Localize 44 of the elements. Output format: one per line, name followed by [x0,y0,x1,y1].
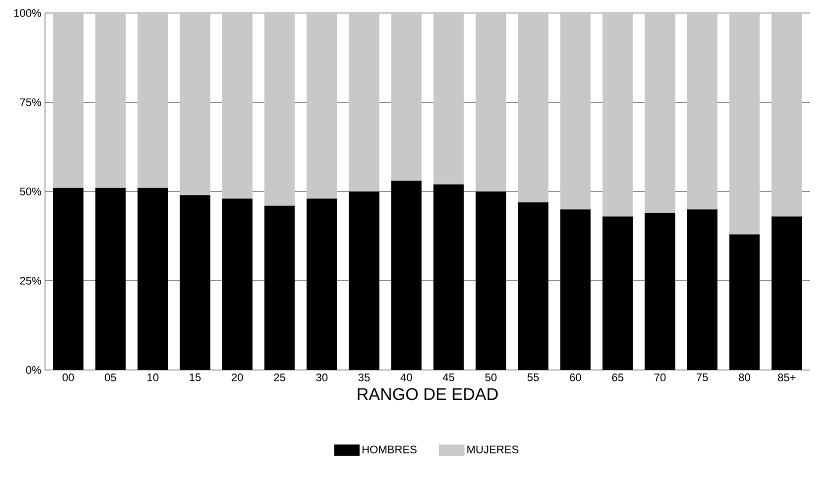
bar [306,12,338,199]
x-tick-label: 75 [696,374,708,382]
x-tick-label: 05 [104,374,116,382]
bar [476,12,506,192]
bar [348,12,380,192]
bar [391,12,422,181]
x-tick-label: 20 [232,374,243,382]
x-tick-label: 25 [274,374,286,382]
y-tick-label: 100% [14,9,42,17]
x-tick-label: 50 [485,374,497,382]
x-tick-label: 45 [442,374,454,382]
x-axis-title: RANGO DE EDAD [358,388,498,400]
y-tick-label: 25% [20,276,42,285]
bar [222,12,253,199]
y-tick-label: 50% [20,188,42,196]
x-tick-label: 40 [400,374,412,382]
legend-label: MUJERES [467,446,518,454]
x-tick-label: 80 [738,374,750,382]
bar [772,12,802,216]
bar [602,12,633,216]
y-tick-label: 0% [26,366,42,374]
bar [138,12,168,188]
x-tick-label: 60 [570,374,582,382]
bar [560,12,591,210]
x-tick-label: 00 [62,374,74,382]
bar [264,12,295,206]
bar [687,12,718,210]
bar [53,12,84,188]
x-tick-label: 85+ [778,374,796,382]
y-tick-label: 75% [20,98,42,106]
x-tick-label: 10 [148,374,158,382]
bar [433,12,464,184]
x-tick-label: 15 [190,374,201,382]
bar [95,12,126,188]
bar [180,12,210,196]
x-tick-label: 30 [316,374,328,382]
bar [518,12,548,202]
x-tick-label: 70 [654,374,666,382]
legend-label: HOMBRES [362,446,417,454]
bar [729,12,760,234]
x-tick-label: 55 [528,374,539,382]
x-tick-label: 65 [612,374,624,382]
x-tick-label: 35 [358,374,370,382]
bar [644,12,676,213]
